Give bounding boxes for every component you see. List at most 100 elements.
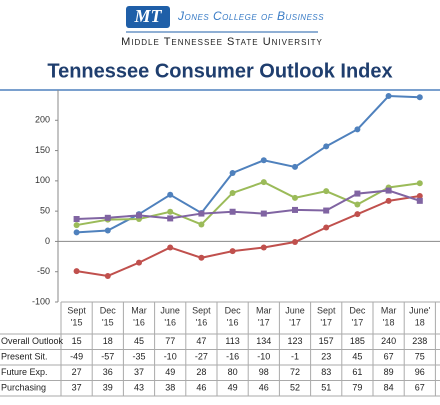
data-point bbox=[136, 259, 142, 266]
data-point bbox=[323, 188, 330, 195]
data-point bbox=[385, 197, 392, 204]
x-tick-label: '18 bbox=[383, 317, 395, 327]
data-point bbox=[198, 254, 205, 261]
chart-title: Tennessee Consumer Outlook Index bbox=[47, 60, 392, 82]
x-tick-label: Sept bbox=[67, 305, 86, 315]
data-point bbox=[323, 143, 330, 150]
data-point bbox=[73, 229, 80, 236]
data-point bbox=[292, 163, 298, 170]
row-label: Overall Outlook bbox=[1, 336, 64, 346]
table-value: 238 bbox=[412, 336, 427, 346]
data-point bbox=[260, 179, 267, 186]
x-tick-label: '15 bbox=[102, 317, 114, 327]
x-tick-label: Dec bbox=[225, 305, 242, 315]
data-point bbox=[354, 211, 361, 218]
data-point bbox=[198, 210, 205, 217]
x-tick-label: Dec bbox=[349, 305, 366, 315]
data-point bbox=[260, 244, 267, 251]
row-label: Present Sit. bbox=[1, 352, 48, 362]
data-point bbox=[292, 194, 298, 201]
table-value: 113 bbox=[225, 336, 239, 346]
table-value: 84 bbox=[384, 383, 394, 393]
table-value: 80 bbox=[228, 367, 238, 377]
x-tick-label: June bbox=[160, 305, 180, 315]
data-point bbox=[292, 239, 298, 246]
x-tick-label: '16 bbox=[133, 317, 145, 327]
x-tick-label: Sept bbox=[192, 305, 211, 315]
data-point bbox=[104, 214, 111, 221]
data-point bbox=[198, 221, 205, 228]
table-value: -1 bbox=[291, 352, 299, 362]
data-point bbox=[385, 187, 392, 194]
table-value: 36 bbox=[103, 367, 113, 377]
data-point bbox=[416, 180, 423, 187]
table-value: 49 bbox=[165, 367, 175, 377]
data-point bbox=[167, 244, 174, 251]
data-point bbox=[354, 190, 361, 197]
table-value: -27 bbox=[195, 352, 208, 362]
logo: MT bbox=[126, 6, 170, 28]
row-label: Purchasing bbox=[1, 383, 46, 393]
table-value: 45 bbox=[134, 336, 144, 346]
table-value: 37 bbox=[72, 383, 82, 393]
data-point bbox=[385, 93, 392, 100]
svg-text:MT: MT bbox=[134, 6, 163, 26]
data-point bbox=[323, 207, 330, 214]
y-tick-label: 0 bbox=[45, 236, 50, 246]
y-tick-label: 150 bbox=[35, 145, 50, 155]
table-value: -10 bbox=[257, 352, 270, 362]
table-value: 47 bbox=[196, 336, 206, 346]
table-value: 18 bbox=[103, 336, 113, 346]
x-tick-label: Mar bbox=[256, 305, 272, 315]
data-point bbox=[73, 268, 80, 275]
x-tick-label: June bbox=[285, 305, 305, 315]
data-point bbox=[354, 126, 361, 133]
x-tick-label: '15 bbox=[71, 317, 83, 327]
table-value: 43 bbox=[134, 383, 144, 393]
series-line bbox=[76, 189, 421, 221]
data-point bbox=[229, 248, 236, 255]
table-value: 96 bbox=[415, 367, 425, 377]
table-value: 67 bbox=[415, 383, 425, 393]
x-tick-label: Mar bbox=[381, 305, 397, 315]
data-point bbox=[416, 94, 423, 101]
data-point bbox=[229, 189, 236, 196]
table-value: -49 bbox=[70, 352, 83, 362]
table-value: 28 bbox=[196, 367, 206, 377]
table-value: 75 bbox=[415, 352, 425, 362]
series-line bbox=[76, 95, 420, 234]
table-value: 46 bbox=[196, 383, 206, 393]
table-value: 49 bbox=[228, 383, 238, 393]
table-value: 134 bbox=[256, 336, 271, 346]
data-point bbox=[73, 222, 80, 229]
table-value: 52 bbox=[290, 383, 300, 393]
table-value: 15 bbox=[72, 336, 82, 346]
table-value: 67 bbox=[384, 352, 394, 362]
x-tick-label: Dec bbox=[100, 305, 117, 315]
x-tick-label: '16 bbox=[164, 317, 176, 327]
college-name: Jones College of Business bbox=[177, 9, 324, 23]
x-tick-label: '17 bbox=[289, 317, 301, 327]
x-tick-label: '17 bbox=[352, 317, 364, 327]
y-tick-label: 200 bbox=[35, 115, 50, 125]
data-point bbox=[104, 227, 111, 234]
x-tick-label: '17 bbox=[320, 317, 332, 327]
table-value: 37 bbox=[134, 367, 144, 377]
table-value: 89 bbox=[384, 367, 394, 377]
table-value: 46 bbox=[259, 383, 269, 393]
x-tick-label: '16 bbox=[227, 317, 239, 327]
y-tick-label: -100 bbox=[32, 296, 50, 306]
data-point bbox=[292, 206, 298, 213]
table-value: 79 bbox=[352, 383, 362, 393]
data-point bbox=[354, 201, 361, 208]
x-tick-label: Mar bbox=[131, 305, 147, 315]
x-tick-label: '17 bbox=[258, 317, 270, 327]
x-tick-label: Sept bbox=[317, 305, 336, 315]
series-line bbox=[76, 195, 420, 277]
table-value: 51 bbox=[321, 383, 331, 393]
table-value: 83 bbox=[321, 367, 331, 377]
table-value: -10 bbox=[164, 352, 177, 362]
data-point bbox=[260, 157, 267, 164]
data-point bbox=[167, 215, 174, 222]
